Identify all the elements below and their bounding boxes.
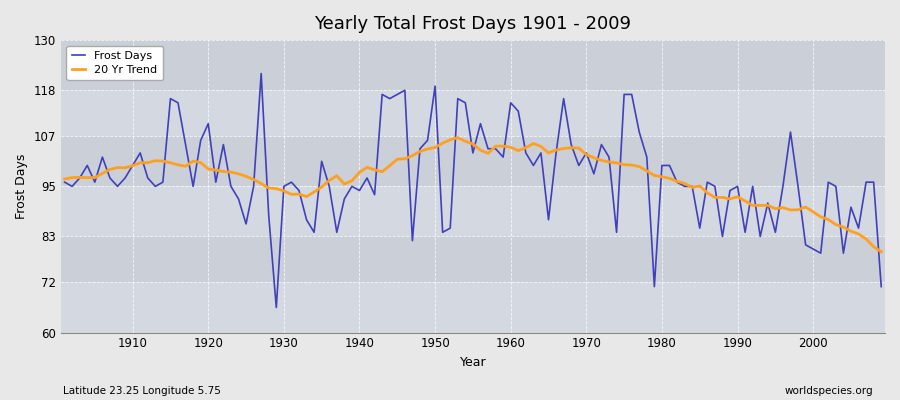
Frost Days xyxy=(876,284,886,289)
Bar xyxy=(61,236,885,282)
Frost Days xyxy=(271,305,282,310)
20 Yr Trend xyxy=(505,145,516,150)
Text: Latitude 23.25 Longitude 5.75: Latitude 23.25 Longitude 5.75 xyxy=(63,386,220,396)
Bar xyxy=(61,186,885,236)
20 Yr Trend xyxy=(604,160,615,164)
20 Yr Trend xyxy=(513,148,524,153)
Y-axis label: Frost Days: Frost Days xyxy=(15,154,28,219)
Line: 20 Yr Trend: 20 Yr Trend xyxy=(65,138,881,252)
Bar xyxy=(61,136,885,186)
Legend: Frost Days, 20 Yr Trend: Frost Days, 20 Yr Trend xyxy=(67,46,163,80)
Line: Frost Days: Frost Days xyxy=(65,74,881,308)
Frost Days xyxy=(59,180,70,184)
Bar xyxy=(61,282,885,332)
Bar xyxy=(61,90,885,136)
Frost Days xyxy=(256,71,266,76)
Frost Days xyxy=(346,184,357,189)
Frost Days xyxy=(120,176,130,180)
20 Yr Trend xyxy=(331,173,342,178)
Title: Yearly Total Frost Days 1901 - 2009: Yearly Total Frost Days 1901 - 2009 xyxy=(314,15,632,33)
20 Yr Trend xyxy=(876,249,886,254)
Bar xyxy=(61,40,885,90)
X-axis label: Year: Year xyxy=(460,356,486,369)
Frost Days xyxy=(302,217,312,222)
Frost Days xyxy=(520,150,531,155)
20 Yr Trend xyxy=(59,177,70,182)
20 Yr Trend xyxy=(453,135,464,140)
20 Yr Trend xyxy=(120,165,130,170)
Frost Days xyxy=(513,109,524,114)
Text: worldspecies.org: worldspecies.org xyxy=(785,386,873,396)
Frost Days xyxy=(611,230,622,235)
20 Yr Trend xyxy=(286,192,297,197)
